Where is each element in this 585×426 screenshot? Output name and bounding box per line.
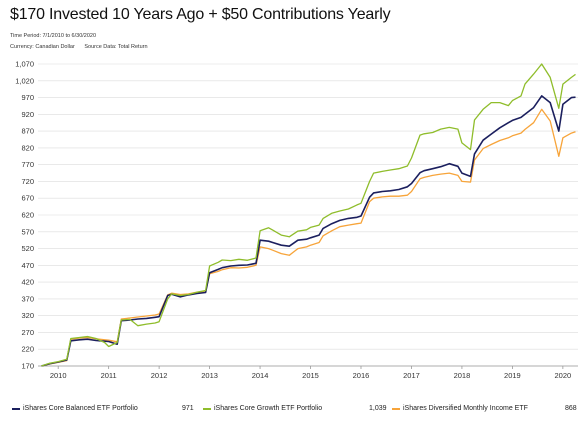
legend-value-income: 868	[565, 405, 577, 412]
x-tick-label: 2017	[403, 371, 420, 380]
x-tick-label: 2013	[201, 371, 218, 380]
x-tick-label: 2019	[504, 371, 521, 380]
legend-item-growth: iShares Core Growth ETF Portfolio	[203, 405, 322, 412]
y-tick-label: 1,070	[15, 60, 34, 69]
x-tick-label: 2011	[101, 371, 117, 380]
legend-swatch-growth	[203, 407, 211, 410]
x-tick-label: 2010	[50, 371, 67, 380]
x-tick-label: 2014	[252, 371, 269, 380]
chart-title: $170 Invested 10 Years Ago + $50 Contrib…	[10, 6, 391, 23]
legend-label-balanced: iShares Core Balanced ETF Portfolio	[23, 405, 138, 412]
y-tick-label: 670	[21, 194, 34, 203]
y-tick-label: 170	[21, 362, 34, 371]
y-tick-label: 370	[21, 294, 34, 303]
tick-layer: 170 220 270 320 370 420 470 520 570 620 670 720 770 8…	[15, 60, 571, 381]
y-tick-label: 870	[21, 127, 34, 136]
y-tick-label: 420	[21, 278, 34, 287]
time-period-note: Time Period: 7/1/2010 to 6/30/2020	[10, 33, 97, 39]
y-tick-label: 220	[21, 345, 34, 354]
y-tick-label: 470	[21, 261, 34, 270]
x-tick-label: 2020	[555, 371, 572, 380]
legend-item-balanced: iShares Core Balanced ETF Portfolio	[12, 405, 138, 412]
source-note: Source Data: Total Return	[84, 44, 148, 50]
series-line-balanced	[41, 95, 576, 367]
data-info-note: Currency: Canadian Dollar Source Data: T…	[10, 44, 148, 50]
x-tick-label: 2016	[353, 371, 370, 380]
y-tick-label: 720	[21, 177, 34, 186]
legend-swatch-income	[392, 407, 400, 410]
y-tick-label: 520	[21, 244, 34, 253]
legend-value-balanced: 971	[182, 405, 194, 412]
x-tick-label: 2018	[454, 371, 471, 380]
series-layer	[41, 63, 576, 367]
y-tick-label: 820	[21, 143, 34, 152]
legend-swatch-balanced	[12, 407, 20, 410]
grid-layer	[38, 63, 578, 369]
legend-label-income: iShares Diversified Monthly Income ETF	[403, 405, 528, 412]
y-tick-label: 970	[21, 93, 34, 102]
legend: iShares Core Balanced ETF Portfolio 971 …	[0, 405, 585, 419]
legend-value-growth: 1,039	[369, 405, 387, 412]
currency-note: Currency: Canadian Dollar	[10, 44, 75, 50]
legend-label-growth: iShares Core Growth ETF Portfolio	[214, 405, 323, 412]
y-tick-label: 620	[21, 211, 34, 220]
x-tick-label: 2012	[151, 371, 168, 380]
y-tick-label: 270	[21, 328, 34, 337]
x-tick-label: 2015	[302, 371, 319, 380]
series-line-income	[41, 108, 576, 367]
y-tick-label: 770	[21, 160, 34, 169]
y-tick-label: 920	[21, 110, 34, 119]
y-tick-label: 1,020	[15, 76, 34, 85]
y-tick-label: 570	[21, 227, 34, 236]
y-tick-label: 320	[21, 311, 34, 320]
legend-item-income: iShares Diversified Monthly Income ETF	[392, 405, 528, 412]
series-line-growth	[41, 63, 576, 367]
